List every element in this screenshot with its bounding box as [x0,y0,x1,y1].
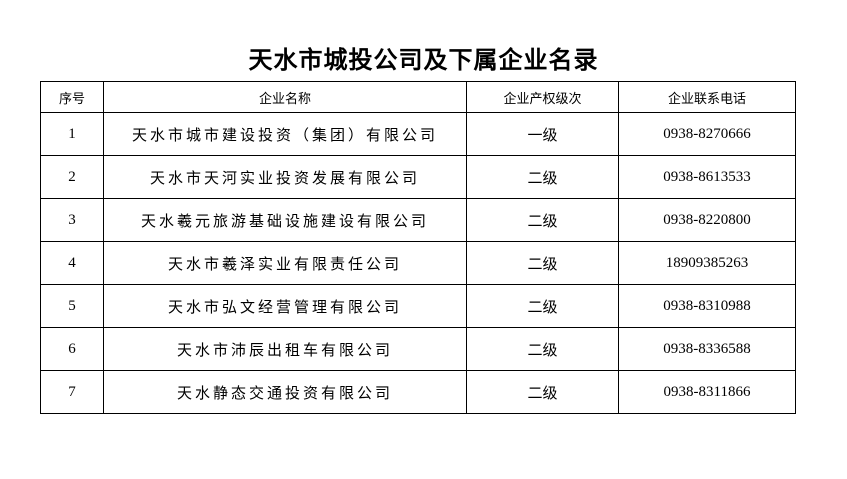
company-name: 天水市天河实业投资发展有限公司 [103,155,467,199]
row-number: 5 [40,284,104,328]
header-no: 序号 [40,81,104,113]
table-row: 4 天水市羲泽实业有限责任公司 二级 18909385263 [40,241,796,285]
header-phone: 企业联系电话 [618,81,796,113]
row-number: 3 [40,198,104,242]
header-name: 企业名称 [103,81,467,113]
contact-phone: 0938-8311866 [618,370,796,414]
company-table: 序号 企业名称 企业产权级次 企业联系电话 1 天水市城市建设投资（集团）有限公司… [40,81,796,414]
contact-phone: 0938-8310988 [618,284,796,328]
ownership-level: 二级 [466,370,619,414]
table-header-row: 序号 企业名称 企业产权级次 企业联系电话 [40,81,796,113]
table-row: 5 天水市弘文经营管理有限公司 二级 0938-8310988 [40,284,796,328]
company-name: 天水市羲泽实业有限责任公司 [103,241,467,285]
header-level: 企业产权级次 [466,81,619,113]
row-number: 1 [40,112,104,156]
ownership-level: 二级 [466,327,619,371]
table-row: 7 天水静态交通投资有限公司 二级 0938-8311866 [40,370,796,414]
page-title: 天水市城投公司及下属企业名录 [248,45,599,74]
ownership-level: 二级 [466,241,619,285]
contact-phone: 18909385263 [618,241,796,285]
ownership-level: 二级 [466,155,619,199]
row-number: 6 [40,327,104,371]
company-name: 天水市城市建设投资（集团）有限公司 [103,112,467,156]
contact-phone: 0938-8220800 [618,198,796,242]
company-name: 天水市弘文经营管理有限公司 [103,284,467,328]
contact-phone: 0938-8613533 [618,155,796,199]
company-name: 天水市沛辰出租车有限公司 [103,327,467,371]
table-row: 2 天水市天河实业投资发展有限公司 二级 0938-8613533 [40,155,796,199]
table-row: 6 天水市沛辰出租车有限公司 二级 0938-8336588 [40,327,796,371]
company-name: 天水静态交通投资有限公司 [103,370,467,414]
company-name: 天水羲元旅游基础设施建设有限公司 [103,198,467,242]
row-number: 4 [40,241,104,285]
contact-phone: 0938-8336588 [618,327,796,371]
row-number: 7 [40,370,104,414]
table-row: 1 天水市城市建设投资（集团）有限公司 一级 0938-8270666 [40,112,796,156]
ownership-level: 一级 [466,112,619,156]
ownership-level: 二级 [466,198,619,242]
ownership-level: 二级 [466,284,619,328]
table-row: 3 天水羲元旅游基础设施建设有限公司 二级 0938-8220800 [40,198,796,242]
row-number: 2 [40,155,104,199]
contact-phone: 0938-8270666 [618,112,796,156]
